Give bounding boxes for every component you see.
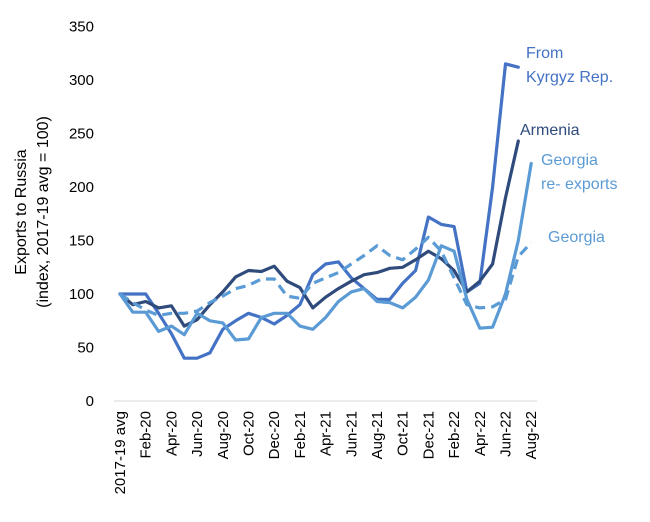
series-label-4: Georgia	[548, 229, 605, 246]
series-label-2: Armenia	[520, 122, 580, 139]
y-tick-label: 300	[69, 72, 94, 89]
y-axis-ticks: 0 50 100 150 200 250 300 350	[69, 19, 94, 411]
x-tick-label: Aug-22	[523, 411, 540, 459]
y-axis-label-line-1: Exports to Russia	[13, 149, 30, 274]
series-line-1	[118, 62, 520, 360]
x-tick-label: Feb-22	[446, 411, 463, 459]
x-tick-label: Oct-21	[395, 411, 412, 456]
x-tick-label: Apr-21	[318, 411, 335, 456]
series-label-1: Kyrgyz Rep.	[526, 69, 613, 86]
y-tick-label: 200	[69, 179, 94, 196]
series-label-1: From	[526, 45, 563, 62]
series-label-3: Georgia	[541, 152, 598, 169]
series-lines	[118, 62, 533, 360]
y-tick-label: 100	[69, 286, 94, 303]
x-tick-label: Dec-20	[266, 411, 283, 459]
x-tick-label: Feb-21	[292, 411, 309, 459]
x-tick-label: Jun-22	[498, 411, 515, 457]
y-tick-label: 350	[69, 19, 94, 36]
x-tick-label: 2017-19 avg	[112, 411, 129, 494]
y-tick-label: 0	[86, 393, 94, 410]
series-line-2	[118, 139, 520, 328]
y-tick-label: 250	[69, 126, 94, 143]
series-labels: From Kyrgyz Rep. Armenia Georgia re- exports…	[520, 45, 617, 246]
y-tick-label: 50	[77, 340, 94, 357]
x-tick-label: Apr-20	[163, 411, 180, 456]
x-tick-label: Jun-20	[189, 411, 206, 457]
x-tick-label: Apr-22	[472, 411, 489, 456]
y-axis-label-line-2: (index, 2017-19 avg = 100)	[35, 116, 52, 308]
x-tick-label: Jun-21	[343, 411, 360, 457]
x-tick-label: Oct-20	[241, 411, 258, 456]
series-label-3: re- exports	[541, 176, 617, 193]
y-tick-label: 150	[69, 233, 94, 250]
x-tick-label: Feb-20	[138, 411, 155, 459]
x-tick-label: Dec-21	[420, 411, 437, 459]
x-tick-label: Aug-21	[369, 411, 386, 459]
x-axis-ticks: 2017-19 avg Feb-20 Apr-20 Jun-20 Aug-20 Oct-2…	[112, 411, 540, 494]
x-tick-label: Aug-20	[215, 411, 232, 459]
series-line-3	[118, 161, 533, 342]
